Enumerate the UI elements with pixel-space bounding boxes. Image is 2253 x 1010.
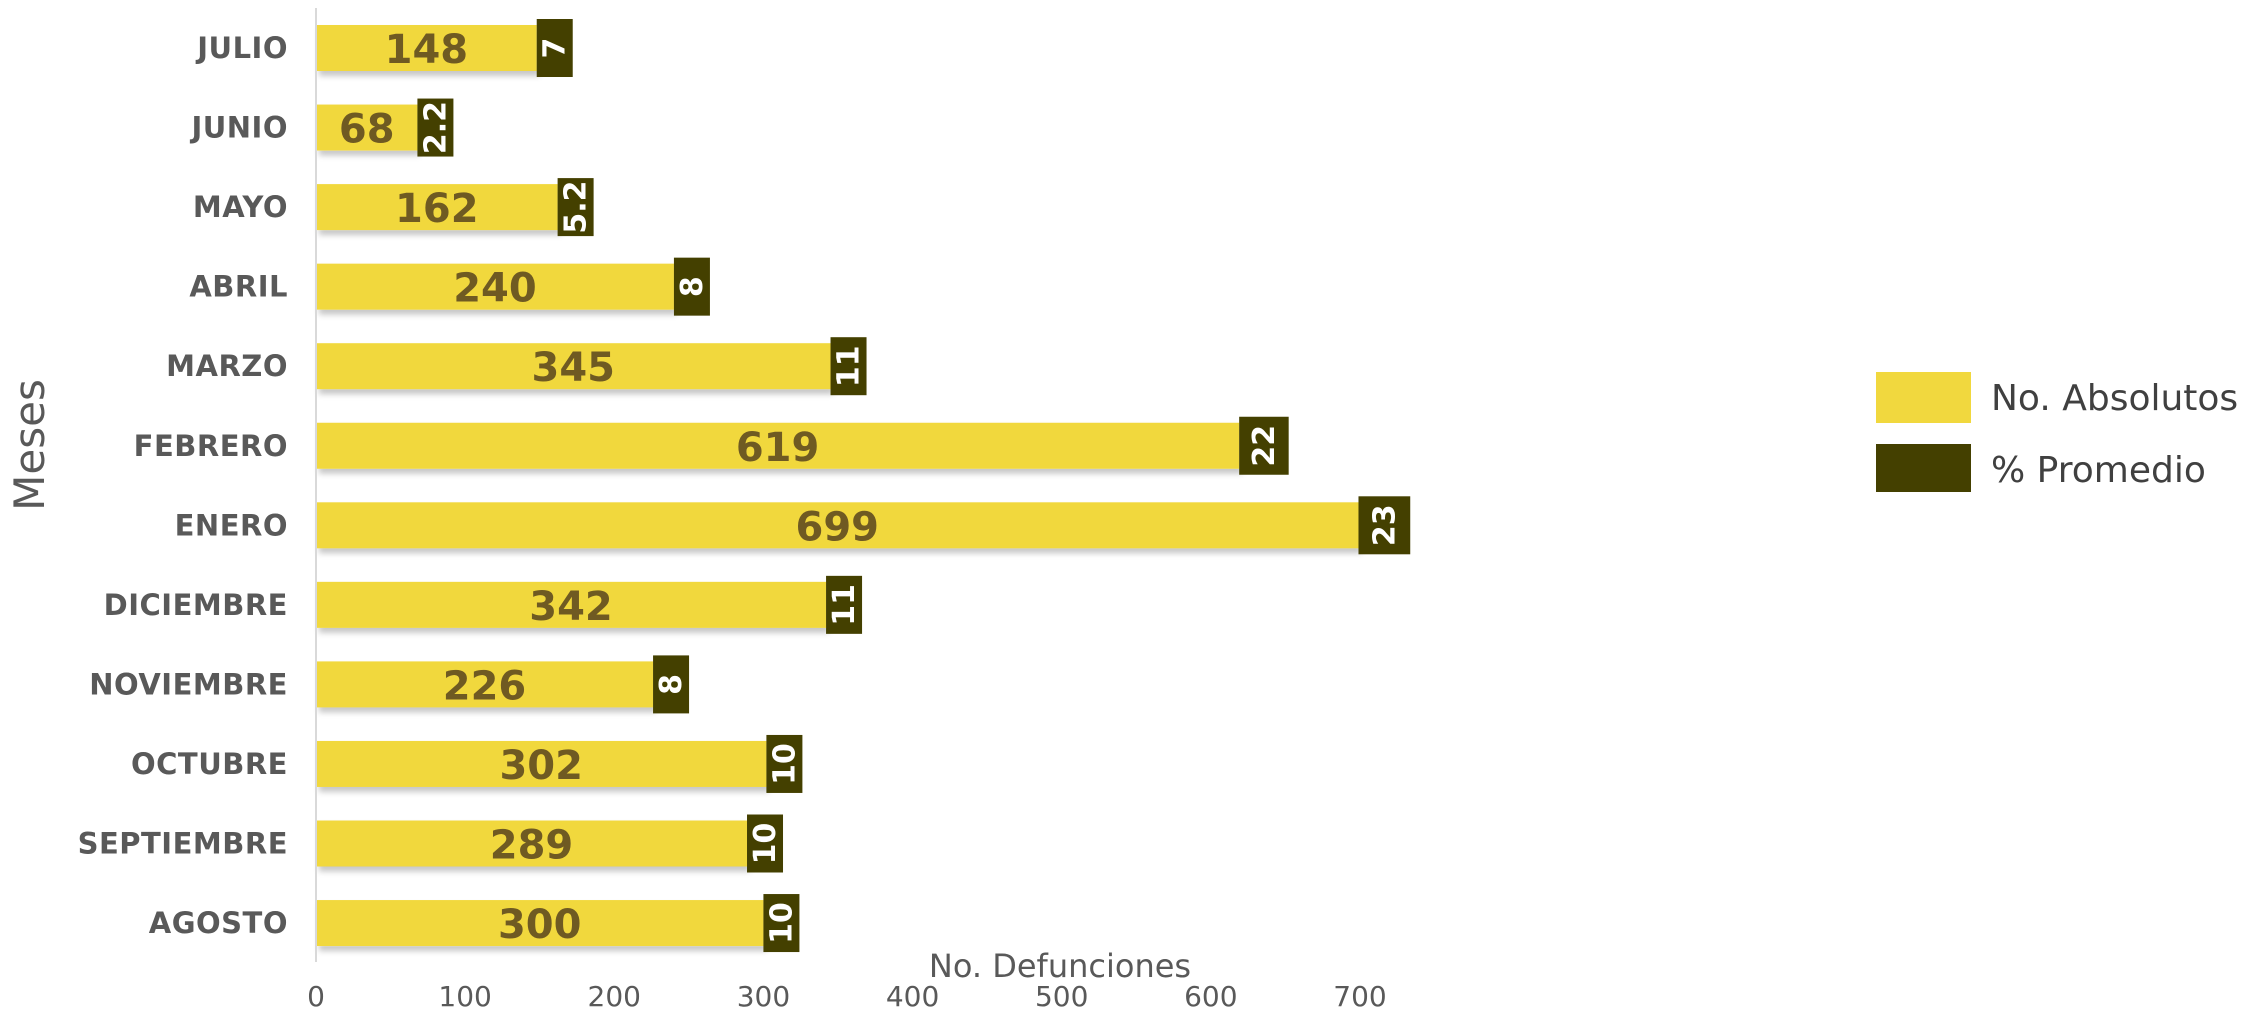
x-axis-ticks: 0 100 200 300 400 500 600 700 bbox=[307, 980, 1387, 1010]
category-label: NOVIEMBRE bbox=[89, 667, 288, 701]
data-label-porcentaje-promedio: 7 bbox=[538, 38, 573, 59]
bar-porcentaje-promedio bbox=[1239, 416, 1289, 475]
bar-no-absolutos bbox=[316, 422, 1240, 469]
data-label-no-absolutos: 345 bbox=[532, 345, 616, 391]
category-label: JUNIO bbox=[189, 111, 288, 145]
bar-porcentaje-promedio bbox=[766, 734, 803, 793]
x-axis-title: No. Defunciones bbox=[929, 947, 1191, 985]
bar-porcentaje-promedio bbox=[557, 178, 594, 237]
category-label: ENERO bbox=[175, 508, 288, 542]
data-label-porcentaje-promedio: 10 bbox=[764, 902, 799, 944]
bar-no-absolutos bbox=[316, 343, 831, 390]
data-label-porcentaje-promedio: 23 bbox=[1367, 504, 1402, 546]
data-label-no-absolutos: 226 bbox=[443, 663, 527, 709]
category-label: JULIO bbox=[195, 31, 288, 65]
data-label-no-absolutos: 342 bbox=[529, 584, 613, 630]
category-label: ABRIL bbox=[189, 270, 288, 304]
bar-no-absolutos bbox=[316, 820, 748, 867]
category-label: DICIEMBRE bbox=[104, 588, 288, 622]
x-tick-label: 300 bbox=[737, 980, 790, 1010]
data-label-porcentaje-promedio: 8 bbox=[675, 276, 710, 297]
bar-porcentaje-promedio bbox=[830, 337, 867, 396]
bar-no-absolutos bbox=[316, 661, 654, 708]
data-label-porcentaje-promedio: 8 bbox=[654, 674, 689, 695]
bars-layer: 148 7 68 2.2 162 5.2 240 8 345 11 619 22 699 23 342 11 2… bbox=[316, 19, 1411, 953]
bar-porcentaje-promedio bbox=[653, 655, 690, 714]
category-labels: JULIO JUNIO MAYO ABRIL MARZO FEBRERO ENERO DICI… bbox=[78, 31, 288, 940]
data-label-no-absolutos: 148 bbox=[385, 27, 469, 73]
category-label: SEPTIEMBRE bbox=[78, 827, 288, 861]
data-label-no-absolutos: 68 bbox=[339, 107, 395, 153]
x-tick-label: 400 bbox=[886, 980, 939, 1010]
bar-no-absolutos bbox=[316, 263, 674, 310]
x-tick-label: 500 bbox=[1035, 980, 1088, 1010]
legend-label: No. Absolutos bbox=[1991, 378, 2238, 419]
bar-porcentaje-promedio bbox=[536, 19, 573, 77]
legend: No. Absolutos % Promedio bbox=[1876, 372, 2238, 492]
data-label-no-absolutos: 300 bbox=[498, 902, 582, 948]
data-label-no-absolutos: 619 bbox=[736, 425, 820, 471]
data-label-no-absolutos: 289 bbox=[490, 823, 574, 869]
bar-porcentaje-promedio bbox=[826, 575, 863, 634]
category-label: OCTUBRE bbox=[131, 747, 288, 781]
x-tick-label: 600 bbox=[1184, 980, 1237, 1010]
category-label: FEBRERO bbox=[134, 429, 288, 463]
bar-porcentaje-promedio bbox=[1358, 496, 1411, 555]
bar-no-absolutos bbox=[316, 25, 537, 71]
legend-label: % Promedio bbox=[1991, 450, 2206, 491]
x-tick-label: 0 bbox=[307, 980, 325, 1010]
data-label-no-absolutos: 240 bbox=[453, 266, 537, 312]
bar-porcentaje-promedio bbox=[417, 98, 454, 157]
data-label-porcentaje-promedio: 11 bbox=[832, 345, 867, 387]
data-label-porcentaje-promedio: 22 bbox=[1247, 425, 1282, 467]
data-label-no-absolutos: 302 bbox=[499, 743, 583, 789]
x-tick-label: 200 bbox=[588, 980, 641, 1010]
legend-swatch bbox=[1876, 444, 1971, 492]
bar-porcentaje-promedio bbox=[763, 894, 800, 953]
bar-porcentaje-promedio bbox=[747, 814, 784, 873]
bar-no-absolutos bbox=[316, 900, 764, 947]
bar-no-absolutos bbox=[316, 104, 418, 151]
bar-no-absolutos bbox=[316, 581, 827, 628]
data-label-no-absolutos: 699 bbox=[795, 504, 879, 550]
x-tick-label: 100 bbox=[438, 980, 491, 1010]
data-label-porcentaje-promedio: 11 bbox=[827, 584, 862, 626]
y-axis-title: Meses bbox=[5, 379, 54, 511]
data-label-porcentaje-promedio: 10 bbox=[748, 823, 783, 865]
bar-no-absolutos bbox=[316, 502, 1359, 549]
data-label-no-absolutos: 162 bbox=[395, 186, 479, 232]
data-label-porcentaje-promedio: 10 bbox=[767, 743, 802, 785]
category-label: MARZO bbox=[166, 349, 288, 383]
bar-porcentaje-promedio bbox=[673, 257, 710, 316]
legend-swatch bbox=[1876, 372, 1971, 423]
bar-no-absolutos bbox=[316, 740, 767, 787]
x-tick-label: 700 bbox=[1333, 980, 1386, 1010]
data-label-porcentaje-promedio: 2.2 bbox=[418, 101, 453, 154]
category-label: MAYO bbox=[193, 190, 288, 224]
category-label: AGOSTO bbox=[149, 906, 288, 940]
data-label-porcentaje-promedio: 5.2 bbox=[559, 181, 594, 234]
bar-no-absolutos bbox=[316, 184, 558, 231]
